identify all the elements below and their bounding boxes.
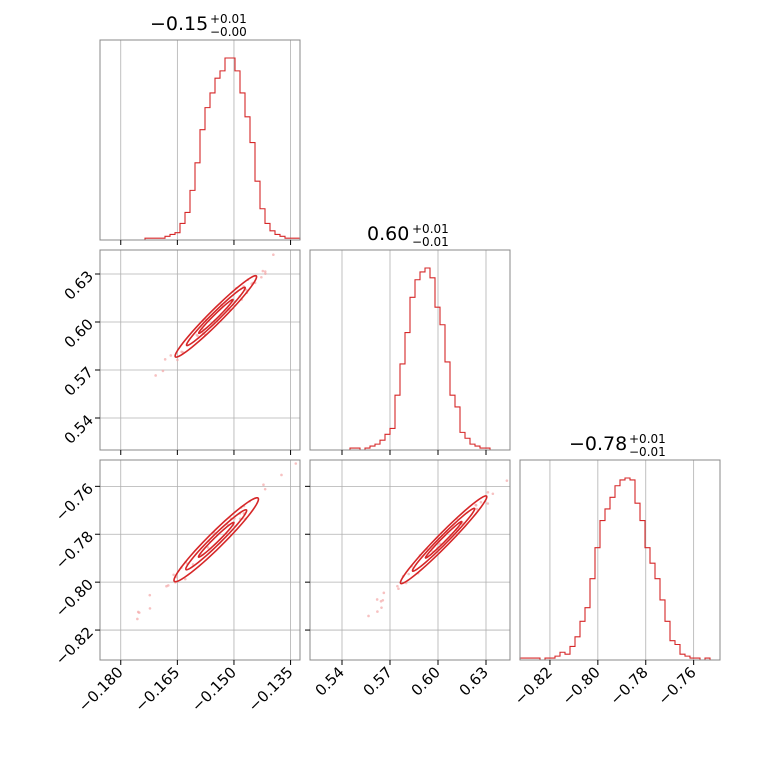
sample-point <box>260 275 263 279</box>
y-tick-label: −0.76 <box>52 480 97 525</box>
y-tick-label: 0.63 <box>61 267 97 303</box>
panel-frame <box>309 249 511 451</box>
contour-level <box>411 507 476 573</box>
sample-point <box>196 334 199 338</box>
contour-level <box>184 508 248 571</box>
contour-level <box>197 521 235 558</box>
panel-frame <box>519 459 721 661</box>
contour-level <box>424 520 463 559</box>
sample-point <box>382 591 386 595</box>
x-tick-label: −0.78 <box>607 663 652 708</box>
panel-frame <box>99 249 301 451</box>
contour-level <box>173 497 260 583</box>
sample-point <box>486 490 490 494</box>
sample-point <box>262 483 265 487</box>
histogram-step <box>100 57 301 241</box>
title-param-1-minus: −0.00 <box>210 25 247 39</box>
x-tick-label: 0.63 <box>456 663 492 699</box>
panel-scatter-param-2-vs-3: 0.54 0.57 0.60 0.63 <box>305 459 511 700</box>
sample-point <box>163 358 167 361</box>
x-tick-label: −0.80 <box>559 663 604 708</box>
sample-point <box>165 584 168 588</box>
title-param-2-plus: +0.01 <box>412 222 449 236</box>
sample-point <box>486 502 490 505</box>
y-tick-label: −0.82 <box>52 623 97 668</box>
sample-point <box>438 542 442 546</box>
title-param-1: −0.15 <box>150 13 208 35</box>
sample-point <box>148 593 152 597</box>
sample-point <box>176 358 179 362</box>
title-param-3-minus: −0.01 <box>629 445 666 459</box>
sample-point <box>367 614 370 618</box>
sample-point <box>475 507 479 511</box>
sample-point <box>380 606 383 609</box>
sample-point <box>136 610 140 614</box>
y-tick-label: −0.78 <box>52 528 97 573</box>
x-tick-label: −0.180 <box>75 663 127 715</box>
sample-point <box>280 473 283 477</box>
panel-hist-param-3: −0.82 −0.80 −0.78 −0.76 −0.78 +0.01 −0.01 <box>511 432 721 709</box>
x-tick-label: −0.82 <box>511 663 556 708</box>
sample-point <box>407 572 410 576</box>
sample-point <box>263 270 267 273</box>
sample-point <box>206 546 210 549</box>
y-tick-label: 0.54 <box>61 411 97 447</box>
sample-point <box>148 607 152 610</box>
panel-scatter-param-1-vs-3: −0.180 −0.165 −0.150 −0.135 −0.82−0.80−0.78−… <box>52 459 301 715</box>
sample-point <box>381 598 385 602</box>
sample-point <box>264 272 267 275</box>
contour-level <box>197 298 234 335</box>
panel-hist-param-1: −0.15 +0.01 −0.00 <box>99 12 301 245</box>
sample-point <box>272 253 275 256</box>
sample-point <box>294 462 298 465</box>
sample-point <box>261 269 265 273</box>
x-tick-label: −0.150 <box>188 663 240 715</box>
sample-point <box>505 479 509 482</box>
panel-frame <box>309 459 511 661</box>
sample-point <box>154 374 157 377</box>
panel-frame <box>99 459 301 661</box>
x-tick-label: 0.60 <box>408 663 444 699</box>
sample-point <box>376 610 379 613</box>
contour-level <box>399 495 488 585</box>
x-tick-label: −0.165 <box>131 663 183 715</box>
sample-point <box>474 503 478 507</box>
panel-frame <box>99 39 301 241</box>
x-tick-label: 0.54 <box>312 663 348 699</box>
title-param-2: 0.60 <box>367 223 409 245</box>
sample-point <box>136 617 139 621</box>
sample-point <box>172 573 175 577</box>
sample-point <box>491 492 495 496</box>
sample-point <box>479 500 483 504</box>
panel-hist-param-2: 0.60 +0.01 −0.01 <box>309 222 511 455</box>
x-tick-label: −0.135 <box>245 663 297 715</box>
contour-level <box>185 286 247 347</box>
sample-point <box>396 584 399 588</box>
title-param-1-plus: +0.01 <box>210 12 247 26</box>
sample-point <box>397 587 400 591</box>
x-tick-label: 0.57 <box>360 663 396 699</box>
histogram-step <box>519 477 720 661</box>
y-tick-label: 0.57 <box>61 363 97 399</box>
sample-point <box>161 369 165 373</box>
y-tick-label: 0.60 <box>61 315 97 351</box>
sample-point <box>183 577 187 581</box>
histogram-step <box>310 267 510 451</box>
contour-level <box>174 274 258 358</box>
title-param-3: −0.78 <box>569 433 627 455</box>
title-param-3-plus: +0.01 <box>629 432 666 446</box>
panel-scatter-param-1-vs-2: 0.54 0.57 0.60 0.63 <box>61 249 301 455</box>
x-tick-label: −0.76 <box>654 663 699 708</box>
sample-point <box>263 487 267 491</box>
title-param-2-minus: −0.01 <box>412 235 449 249</box>
y-tick-label: −0.80 <box>52 575 97 620</box>
sample-point <box>169 354 173 357</box>
sample-point <box>375 598 379 601</box>
